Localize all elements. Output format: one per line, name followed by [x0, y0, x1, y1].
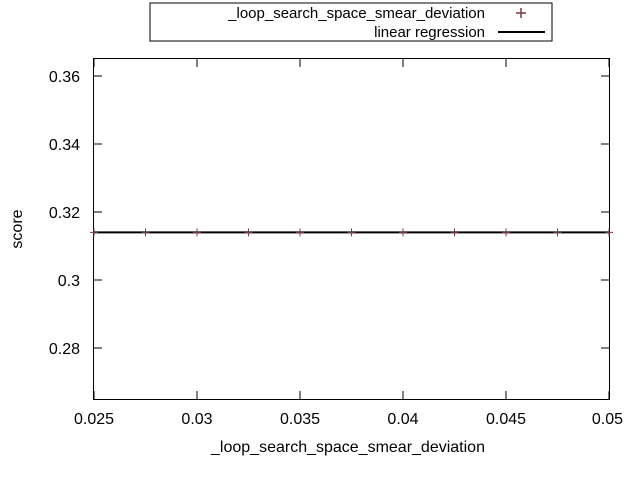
data-point — [553, 228, 562, 237]
data-point — [193, 228, 201, 237]
data-point — [399, 228, 407, 237]
data-point — [450, 228, 459, 237]
data-point — [347, 228, 356, 237]
legend-marker-points — [516, 8, 526, 18]
legend-label-points: _loop_search_space_smear_deviation — [227, 5, 485, 22]
y-axis-label: score — [9, 209, 26, 248]
y-tick-label: 0.28 — [49, 341, 80, 358]
data-point — [141, 228, 150, 237]
x-tick-label: 0.025 — [74, 411, 114, 428]
x-tick-label: 0.05 — [592, 411, 623, 428]
x-tick-label: 0.04 — [387, 411, 418, 428]
legend-box — [149, 2, 553, 42]
plot-area — [90, 228, 613, 237]
x-tick-label: 0.035 — [280, 411, 320, 428]
x-tick-label: 0.045 — [486, 411, 526, 428]
data-point — [90, 228, 98, 237]
y-tick-label: 0.32 — [49, 205, 80, 222]
legend: _loop_search_space_smear_deviation linea… — [149, 2, 553, 42]
y-tick-label: 0.34 — [49, 137, 80, 154]
data-point — [502, 228, 510, 237]
x-axis-label: _loop_search_space_smear_deviation — [210, 439, 485, 456]
x-axis: 0.025 0.03 0.035 0.04 0.045 0.05 — [74, 59, 623, 428]
data-point — [605, 228, 613, 237]
x-tick-label: 0.03 — [181, 411, 212, 428]
data-point — [244, 228, 253, 237]
legend-label-regression: linear regression — [374, 24, 485, 41]
y-tick-label: 0.36 — [49, 69, 80, 86]
data-point — [296, 228, 304, 237]
y-tick-label: 0.3 — [58, 273, 80, 290]
y-axis: 0.28 0.3 0.32 0.34 0.36 — [49, 69, 609, 358]
